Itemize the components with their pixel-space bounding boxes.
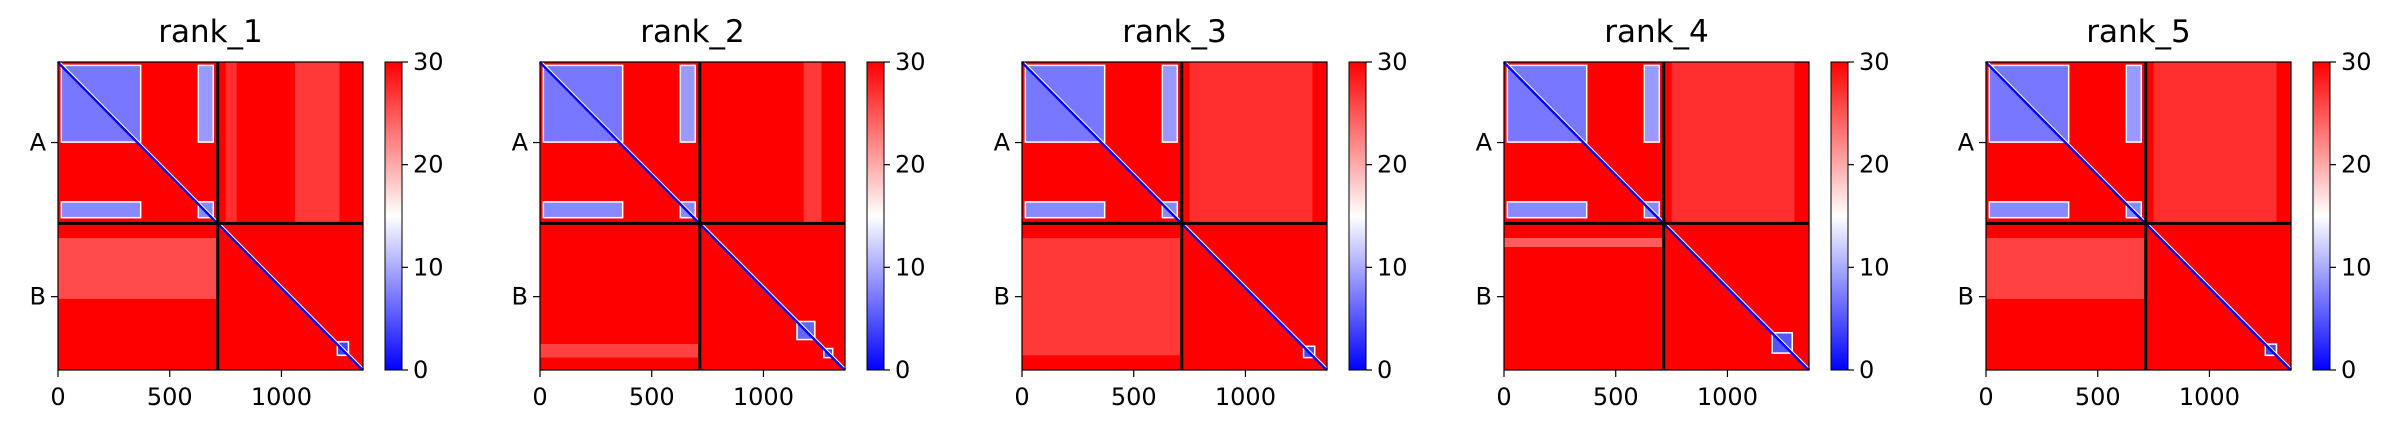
colorbar-tick-label: 30 <box>895 48 926 76</box>
panel-title: rank_1 <box>158 14 263 50</box>
heatmap-low-error-block <box>1643 64 1661 143</box>
heatmap-frame <box>539 61 846 371</box>
heatmap-diagonal-halo <box>1505 61 1810 369</box>
colorbar-tick-label: 0 <box>413 356 428 384</box>
colorbar-tick-label: 20 <box>1859 151 1890 179</box>
heatmap-streak <box>540 344 700 358</box>
x-tick-label: 0 <box>1014 383 1029 411</box>
heatmap-frame <box>1985 61 2292 371</box>
heatmap-streak <box>225 62 237 224</box>
pae-panel-rank_4: rank_4 0 500 1000 A B 0 10 20 30 <box>1476 14 1890 411</box>
colorbar <box>1348 61 1367 371</box>
y-tick-label: A <box>30 129 47 157</box>
heatmap-low-error-block <box>542 201 624 219</box>
y-tick-label: B <box>512 283 528 311</box>
pae-panel-rank_3: rank_3 0 500 1000 A B 0 10 20 30 <box>994 14 1408 411</box>
heatmap-diagonal <box>1502 60 1811 372</box>
heatmap-streak <box>1189 62 1313 224</box>
heatmap-diagonal-halo <box>1987 61 2292 369</box>
heatmap-diagonal <box>538 60 847 372</box>
heatmap-low-error-block <box>1024 201 1106 219</box>
colorbar-tick-label: 0 <box>2341 356 2356 384</box>
colorbar-tick-label: 0 <box>1377 356 1392 384</box>
heatmap-frame <box>57 61 364 371</box>
colorbar-tick-label: 20 <box>413 151 444 179</box>
panel-title: rank_3 <box>1122 14 1227 50</box>
heatmap-low-error-block <box>197 64 215 143</box>
x-tick-label: 0 <box>532 383 547 411</box>
heatmap-frame <box>1021 61 1328 371</box>
colorbar-tick-label: 10 <box>1859 253 1890 281</box>
x-tick-label: 500 <box>2075 383 2121 411</box>
heatmap-streak <box>2153 62 2277 224</box>
x-tick-label: 0 <box>50 383 65 411</box>
colorbar <box>2312 61 2331 371</box>
y-tick-label: A <box>512 129 529 157</box>
y-tick-label: B <box>30 283 46 311</box>
pae-panel-rank_1: rank_1 0 500 1000 A B 0 10 20 30 <box>30 14 444 411</box>
colorbar-tick-label: 10 <box>2341 253 2372 281</box>
heatmap-diagonal <box>56 60 365 372</box>
x-tick-label: 1000 <box>1697 383 1758 411</box>
y-tick-label: B <box>1958 283 1974 311</box>
colorbar-tick-label: 30 <box>2341 48 2372 76</box>
colorbar-tick-label: 30 <box>413 48 444 76</box>
heatmap-low-error-block <box>1988 201 2070 219</box>
heatmap-low-error-block <box>1506 201 1588 219</box>
y-tick-label: A <box>1958 129 1975 157</box>
x-tick-label: 1000 <box>251 383 312 411</box>
x-tick-label: 500 <box>629 383 675 411</box>
pae-panel-rank_2: rank_2 0 500 1000 A B 0 10 20 30 <box>512 14 926 411</box>
heatmap-streak <box>294 62 340 224</box>
heatmap-low-error-block <box>679 64 697 143</box>
colorbar-tick-label: 0 <box>895 356 910 384</box>
x-tick-label: 1000 <box>733 383 794 411</box>
heatmap-streak <box>803 62 822 224</box>
colorbar-tick-label: 20 <box>1377 151 1408 179</box>
heatmap-low-error-block <box>2125 64 2143 143</box>
colorbar-tick-label: 10 <box>895 253 926 281</box>
pae-panel-rank_5: rank_5 0 500 1000 A B 0 10 20 30 <box>1958 14 2372 411</box>
x-tick-label: 1000 <box>2179 383 2240 411</box>
x-tick-label: 1000 <box>1215 383 1276 411</box>
heatmap-diagonal <box>1020 60 1329 372</box>
x-tick-label: 500 <box>1593 383 1639 411</box>
panel-title: rank_5 <box>2086 14 2191 50</box>
colorbar <box>384 61 403 371</box>
colorbar-tick-label: 10 <box>413 253 444 281</box>
y-tick-label: B <box>994 283 1010 311</box>
y-tick-label: B <box>1476 283 1492 311</box>
colorbar-tick-label: 20 <box>2341 151 2372 179</box>
x-tick-label: 0 <box>1496 383 1511 411</box>
colorbar-tick-label: 30 <box>1377 48 1408 76</box>
colorbar-tick-label: 0 <box>1859 356 1874 384</box>
heatmap-streak <box>1986 238 2146 299</box>
heatmap-streak <box>1671 62 1795 224</box>
colorbar-tick-label: 10 <box>1377 253 1408 281</box>
heatmap-diagonal-halo <box>59 61 364 369</box>
heatmap-low-error-block <box>1161 64 1179 143</box>
heatmap-streak <box>58 238 218 299</box>
heatmap-diagonal-halo <box>1023 61 1328 369</box>
colorbar-tick-label: 20 <box>895 151 926 179</box>
heatmap-diagonal-halo <box>541 61 846 369</box>
panel-title: rank_4 <box>1604 14 1709 50</box>
heatmap-frame <box>1503 61 1810 371</box>
colorbar <box>866 61 885 371</box>
colorbar <box>1830 61 1849 371</box>
heatmap-streak <box>1504 238 1664 248</box>
heatmap-diagonal <box>1984 60 2293 372</box>
y-tick-label: A <box>1476 129 1493 157</box>
x-tick-label: 0 <box>1978 383 1993 411</box>
heatmap-streak <box>1022 238 1182 356</box>
x-tick-label: 500 <box>1111 383 1157 411</box>
y-tick-label: A <box>994 129 1011 157</box>
x-tick-label: 500 <box>147 383 193 411</box>
colorbar-tick-label: 30 <box>1859 48 1890 76</box>
panel-title: rank_2 <box>640 14 745 50</box>
heatmap-low-error-block <box>60 201 142 219</box>
